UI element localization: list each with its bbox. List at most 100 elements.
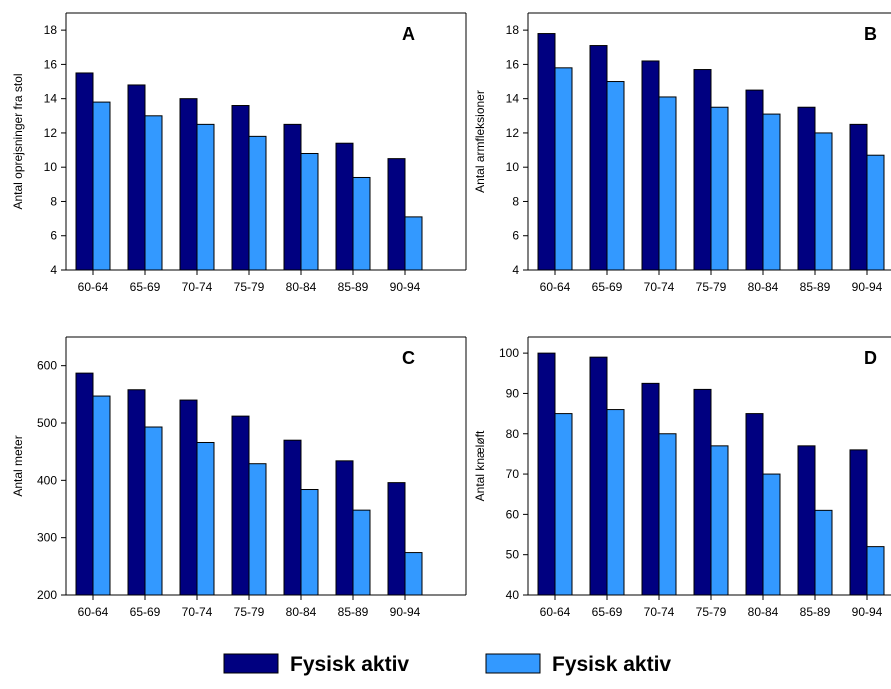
legend-swatch-2 [485, 653, 541, 674]
x-tick-label: 65-69 [592, 605, 623, 619]
y-tick-label: 50 [506, 548, 520, 562]
legend-swatch-1 [223, 653, 279, 674]
y-tick-label: 80 [506, 427, 520, 441]
y-tick-label: 18 [506, 23, 520, 37]
chart-panel-a: 60-64 65-69 70-74 75-79 80-84 85-89 90-94 4 6 8 10… [11, 12, 467, 294]
x-tick-label: 90-94 [852, 280, 883, 294]
bar-2-80-84 [762, 473, 781, 596]
y-tick-label: 500 [37, 416, 57, 430]
legend: Fysisk aktiv Fysisk aktiv [223, 653, 671, 676]
x-tick-label: 85-89 [800, 280, 831, 294]
bar-1-75-79 [693, 388, 712, 596]
panel-letter: A [402, 24, 415, 44]
bar-2-65-69 [144, 426, 163, 596]
chart-panel-d: 60-64 65-69 70-74 75-79 80-84 85-89 90-94 40 50 6… [473, 336, 891, 619]
y-axis-title: Antal oprejsninger fra stol [11, 73, 25, 209]
y-tick-label: 6 [50, 229, 57, 243]
bar-1-70-74 [641, 60, 660, 271]
y-tick-label: 70 [506, 467, 520, 481]
y-tick-label: 4 [512, 263, 519, 277]
chart-panels: 60-64 65-69 70-74 75-79 80-84 85-89 90-94 4 6 8 10… [11, 12, 891, 619]
chart-panel-c: 60-64 65-69 70-74 75-79 80-84 85-89 90-94 200 30… [11, 336, 467, 619]
x-tick-label: 60-64 [540, 605, 571, 619]
bar-2-65-69 [144, 115, 163, 271]
bar-2-75-79 [248, 463, 267, 596]
bar-2-90-94 [404, 216, 423, 271]
bar-2-85-89 [814, 509, 833, 596]
bar-2-85-89 [352, 509, 371, 596]
bar-1-70-74 [179, 399, 198, 596]
y-tick-label: 200 [37, 588, 57, 602]
bar-1-65-69 [127, 84, 146, 271]
x-tick-label: 70-74 [182, 605, 213, 619]
chart-panel-b: 60-64 65-69 70-74 75-79 80-84 85-89 90-94 4 6 8 10… [473, 12, 891, 294]
y-tick-label: 400 [37, 473, 57, 487]
y-tick-label: 14 [506, 92, 520, 106]
bar-1-70-74 [641, 382, 660, 596]
legend-label-1: Fysisk aktiv [290, 653, 409, 676]
bar-2-70-74 [658, 433, 677, 596]
bar-2-70-74 [196, 123, 215, 271]
y-axis-title: Antal armfleksioner [473, 90, 487, 193]
x-tick-label: 90-94 [852, 605, 883, 619]
x-tick-label: 85-89 [338, 605, 369, 619]
y-tick-label: 14 [44, 92, 58, 106]
bar-2-60-64 [554, 413, 573, 596]
y-tick-label: 8 [50, 194, 57, 208]
y-tick-label: 40 [506, 588, 520, 602]
bar-1-75-79 [231, 415, 250, 596]
bar-1-60-64 [537, 352, 556, 596]
x-tick-label: 70-74 [182, 280, 213, 294]
x-tick-label: 90-94 [390, 280, 421, 294]
bar-2-75-79 [710, 106, 729, 271]
y-tick-label: 60 [506, 507, 520, 521]
bar-1-65-69 [589, 356, 608, 596]
bar-1-75-79 [693, 69, 712, 271]
bar-2-60-64 [554, 67, 573, 271]
bar-1-90-94 [387, 482, 406, 596]
x-tick-label: 80-84 [286, 605, 317, 619]
y-tick-label: 8 [512, 194, 519, 208]
bar-2-65-69 [606, 409, 625, 596]
y-tick-label: 18 [44, 23, 58, 37]
y-tick-label: 4 [50, 263, 57, 277]
x-tick-label: 75-79 [696, 605, 727, 619]
x-tick-label: 65-69 [592, 280, 623, 294]
y-tick-label: 10 [506, 160, 520, 174]
x-tick-label: 75-79 [696, 280, 727, 294]
y-tick-label: 12 [506, 126, 520, 140]
x-tick-label: 70-74 [644, 280, 675, 294]
x-tick-label: 75-79 [234, 605, 265, 619]
y-tick-label: 6 [512, 229, 519, 243]
bar-2-90-94 [866, 154, 885, 271]
bar-1-90-94 [849, 123, 868, 271]
bar-2-80-84 [300, 489, 319, 596]
panel-letter: D [864, 348, 877, 368]
bar-2-85-89 [814, 132, 833, 271]
bar-2-75-79 [710, 445, 729, 596]
y-axis-title: Antal meter [11, 435, 25, 496]
bar-1-65-69 [127, 389, 146, 596]
y-tick-label: 100 [499, 346, 519, 360]
x-tick-label: 80-84 [286, 280, 317, 294]
y-tick-label: 16 [44, 57, 58, 71]
bar-1-65-69 [589, 45, 608, 271]
bar-1-80-84 [745, 413, 764, 596]
y-axis-title: Antal knæløft [473, 430, 487, 501]
x-tick-label: 65-69 [130, 280, 161, 294]
x-tick-label: 90-94 [390, 605, 421, 619]
bar-1-60-64 [75, 372, 94, 596]
bar-2-65-69 [606, 81, 625, 271]
x-tick-label: 75-79 [234, 280, 265, 294]
bar-2-70-74 [658, 96, 677, 271]
x-tick-label: 70-74 [644, 605, 675, 619]
bar-1-60-64 [75, 72, 94, 271]
bar-1-80-84 [283, 123, 302, 271]
x-tick-label: 60-64 [78, 605, 109, 619]
bar-2-70-74 [196, 441, 215, 596]
bar-2-85-89 [352, 176, 371, 271]
y-tick-label: 16 [506, 57, 520, 71]
panel-letter: C [402, 348, 415, 368]
bar-1-85-89 [335, 142, 354, 271]
